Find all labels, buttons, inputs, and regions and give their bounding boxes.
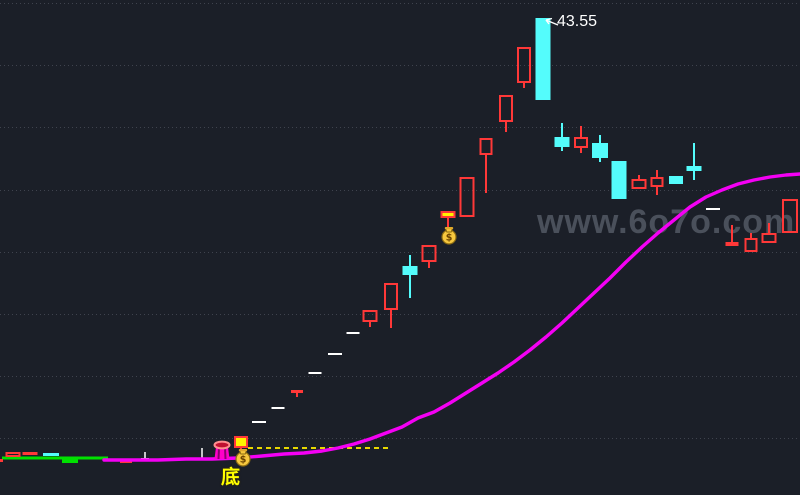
candle-body — [43, 453, 59, 456]
candle[interactable] — [5, 452, 21, 457]
candle-body — [402, 266, 418, 275]
entry-marker-stripe — [224, 447, 227, 460]
money-bag-icon: $ — [235, 449, 251, 467]
candle-body — [328, 353, 342, 355]
candle[interactable] — [421, 245, 437, 268]
candle-body — [346, 332, 360, 334]
entry-marker-rim — [213, 440, 231, 450]
candle[interactable] — [440, 211, 456, 228]
candle-body — [234, 436, 248, 448]
candle-body — [744, 238, 758, 252]
candle[interactable] — [650, 170, 664, 195]
candle[interactable] — [499, 95, 513, 132]
candle-body — [479, 138, 493, 155]
money-bag-icon: $ — [441, 227, 457, 245]
candle[interactable] — [43, 453, 59, 456]
candle-body — [725, 242, 739, 246]
candle-body — [517, 47, 531, 83]
candle-body — [592, 143, 608, 158]
candle[interactable] — [686, 143, 702, 180]
candle-body — [252, 421, 266, 423]
candle[interactable] — [479, 138, 493, 193]
candle[interactable] — [362, 310, 378, 327]
price-arrow — [545, 19, 559, 26]
candle[interactable] — [761, 223, 777, 243]
candle[interactable] — [535, 18, 551, 100]
candle-body — [499, 95, 513, 122]
candle[interactable] — [0, 459, 3, 462]
candle-body — [421, 245, 437, 262]
candle-body — [22, 452, 38, 455]
price-arrow-head — [545, 19, 550, 25]
candle-body — [686, 166, 702, 171]
price-arrow-head — [545, 17, 553, 21]
candle-body — [554, 137, 570, 147]
candle[interactable] — [252, 421, 266, 423]
candle[interactable] — [291, 390, 303, 397]
candle[interactable] — [459, 177, 475, 217]
money-bag-dollar: $ — [446, 233, 453, 244]
candle[interactable] — [592, 135, 608, 162]
money-bag-tie — [444, 227, 454, 230]
bottom-signal-label: 底 — [221, 467, 241, 488]
candle-body — [535, 18, 551, 100]
candle-body — [440, 211, 456, 218]
price-label: 43.55 — [557, 13, 598, 30]
entry-marker-stripe — [217, 447, 220, 460]
candle[interactable] — [22, 452, 38, 455]
candle-body — [271, 407, 285, 409]
candle-body — [308, 372, 322, 374]
candle-body — [5, 452, 21, 457]
candle[interactable] — [328, 353, 342, 355]
candle-body — [574, 137, 588, 148]
candle-body — [761, 233, 777, 243]
candle[interactable] — [517, 47, 531, 88]
entry-marker-icon — [213, 440, 231, 460]
money-bag-dollar: $ — [240, 455, 247, 466]
candle[interactable] — [554, 123, 570, 151]
candle-body — [384, 283, 398, 310]
candle-body — [291, 390, 303, 393]
trend-ma-line — [102, 172, 800, 462]
candle-body — [611, 161, 627, 199]
candle[interactable] — [384, 283, 398, 328]
candle-body — [706, 208, 720, 210]
candle[interactable] — [574, 126, 588, 153]
candle[interactable] — [669, 176, 683, 184]
candle[interactable] — [271, 407, 285, 409]
candle[interactable] — [725, 225, 739, 246]
candle[interactable] — [706, 208, 720, 210]
candle[interactable] — [611, 161, 627, 199]
candle[interactable] — [782, 199, 798, 233]
candle-body — [459, 177, 475, 217]
candle[interactable] — [346, 332, 360, 334]
candle-body — [650, 177, 664, 187]
candle[interactable] — [402, 255, 418, 298]
candle-body — [362, 310, 378, 322]
candle-body — [0, 459, 3, 462]
candle[interactable] — [308, 372, 322, 374]
money-bag-tie — [238, 449, 248, 452]
candle-body — [782, 199, 798, 233]
candle[interactable] — [744, 233, 758, 252]
candle-body — [669, 176, 683, 184]
candle-body — [631, 179, 647, 189]
candle[interactable] — [631, 175, 647, 189]
